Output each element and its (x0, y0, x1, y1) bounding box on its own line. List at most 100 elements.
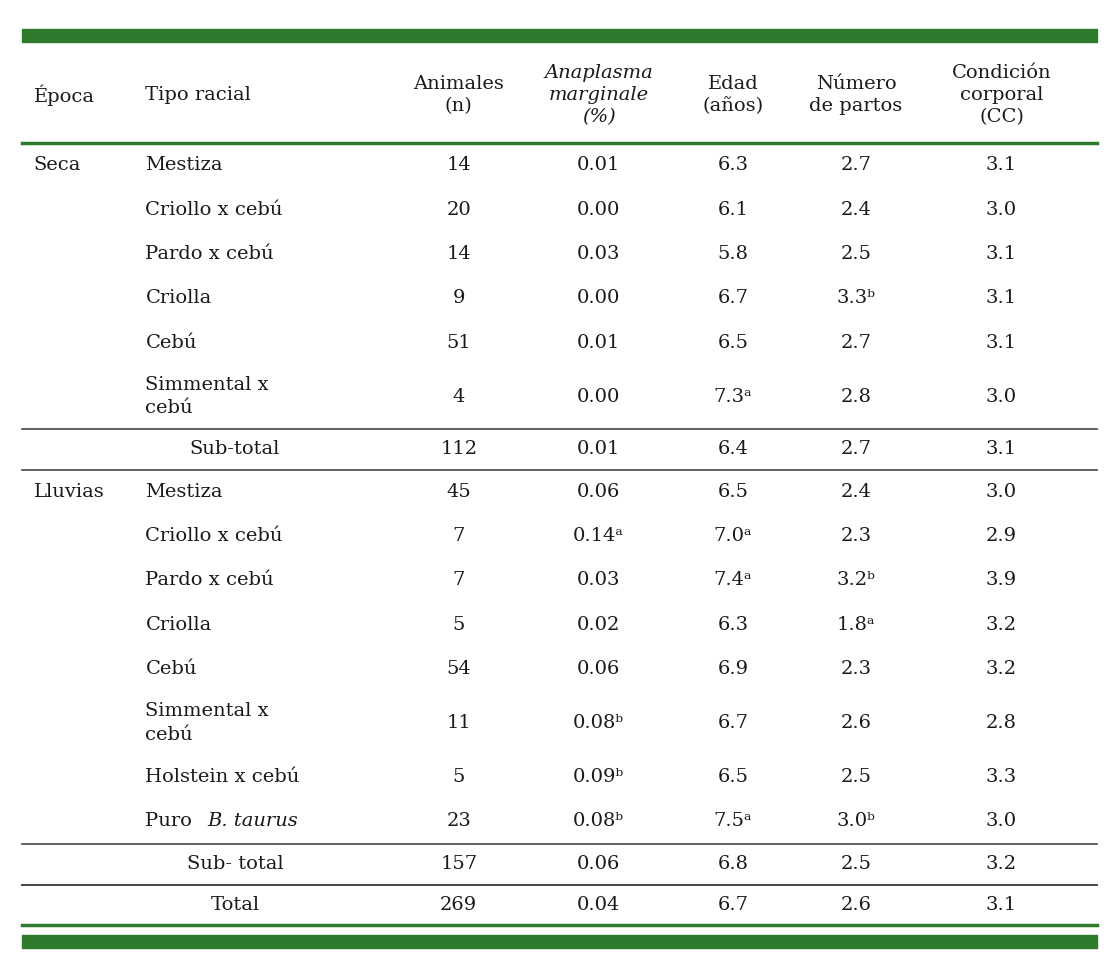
Text: 0.14ᵃ: 0.14ᵃ (573, 527, 624, 545)
Text: 3.9: 3.9 (986, 571, 1017, 589)
Text: 0.06: 0.06 (577, 855, 620, 873)
Text: 3.2: 3.2 (986, 659, 1017, 678)
Text: Sub-total: Sub-total (190, 440, 280, 458)
Text: Criollo x cebú: Criollo x cebú (145, 527, 283, 545)
Text: 2.8: 2.8 (986, 714, 1017, 732)
Text: Número: Número (816, 74, 896, 93)
Text: 11: 11 (446, 714, 471, 732)
Text: 0.09ᵇ: 0.09ᵇ (573, 768, 624, 786)
Text: (CC): (CC) (979, 108, 1024, 126)
Text: Sub- total: Sub- total (187, 855, 283, 873)
Text: 5.8: 5.8 (717, 245, 749, 263)
Text: 0.06: 0.06 (577, 659, 620, 678)
Text: 7.3ᵃ: 7.3ᵃ (714, 388, 752, 405)
Text: corporal: corporal (960, 86, 1043, 103)
Text: 7.5ᵃ: 7.5ᵃ (714, 812, 752, 831)
Text: 0.00: 0.00 (577, 200, 620, 219)
Text: 3.1: 3.1 (986, 245, 1017, 263)
Text: 0.01: 0.01 (577, 334, 620, 352)
Text: 0.01: 0.01 (577, 157, 620, 174)
Text: 2.7: 2.7 (840, 440, 872, 458)
Text: 7: 7 (452, 571, 466, 589)
Text: 0.00: 0.00 (577, 289, 620, 308)
Text: 112: 112 (440, 440, 478, 458)
Text: 6.7: 6.7 (717, 714, 749, 732)
Text: 3.0: 3.0 (986, 200, 1017, 219)
Text: Pardo x cebú: Pardo x cebú (145, 571, 274, 589)
Text: 14: 14 (446, 245, 471, 263)
Text: 2.7: 2.7 (840, 334, 872, 352)
Text: 3.2: 3.2 (986, 855, 1017, 873)
Text: 20: 20 (446, 200, 471, 219)
Text: 3.1: 3.1 (986, 440, 1017, 458)
Text: 9: 9 (452, 289, 466, 308)
Text: Mestiza: Mestiza (145, 483, 223, 501)
Text: 6.1: 6.1 (717, 200, 749, 219)
Text: Edad: Edad (707, 74, 759, 93)
Text: cebú: cebú (145, 725, 194, 744)
Text: (n): (n) (445, 97, 472, 115)
Text: 3.2ᵇ: 3.2ᵇ (837, 571, 875, 589)
Text: 14: 14 (446, 157, 471, 174)
Text: 51: 51 (446, 334, 471, 352)
Text: 5: 5 (452, 768, 466, 786)
Text: (años): (años) (703, 97, 763, 115)
Text: 3.0: 3.0 (986, 388, 1017, 405)
Text: Simmental x: Simmental x (145, 376, 269, 394)
Text: 2.4: 2.4 (840, 483, 872, 501)
Text: 3.0: 3.0 (986, 812, 1017, 831)
Text: Criollo x cebú: Criollo x cebú (145, 200, 283, 219)
Text: 6.5: 6.5 (717, 483, 749, 501)
Text: 0.03: 0.03 (577, 571, 620, 589)
Text: 6.9: 6.9 (717, 659, 749, 678)
Text: 3.1: 3.1 (986, 289, 1017, 308)
Text: 2.7: 2.7 (840, 157, 872, 174)
Text: Anaplasma: Anaplasma (544, 64, 653, 81)
Text: Criolla: Criolla (145, 616, 211, 633)
Text: 157: 157 (440, 855, 478, 873)
Text: 0.03: 0.03 (577, 245, 620, 263)
Text: 23: 23 (446, 812, 471, 831)
Text: 3.0ᵇ: 3.0ᵇ (837, 812, 875, 831)
Text: 0.06: 0.06 (577, 483, 620, 501)
Text: Lluvias: Lluvias (34, 483, 104, 501)
Text: 3.0: 3.0 (986, 483, 1017, 501)
Text: 2.5: 2.5 (840, 855, 872, 873)
Text: B. taurus: B. taurus (207, 812, 298, 831)
Text: cebú: cebú (145, 399, 194, 417)
Text: Pardo x cebú: Pardo x cebú (145, 245, 274, 263)
Text: 45: 45 (446, 483, 471, 501)
Text: Criolla: Criolla (145, 289, 211, 308)
Text: (%): (%) (582, 108, 615, 126)
Text: 3.3: 3.3 (986, 768, 1017, 786)
Text: 3.1: 3.1 (986, 157, 1017, 174)
Text: Seca: Seca (34, 157, 81, 174)
Bar (22, 29, 1097, 42)
Text: Cebú: Cebú (145, 334, 197, 352)
Text: 4: 4 (452, 388, 466, 405)
Text: Cebú: Cebú (145, 659, 197, 678)
Text: 7: 7 (452, 527, 466, 545)
Text: 3.1: 3.1 (986, 896, 1017, 914)
Text: 6.3: 6.3 (717, 157, 749, 174)
Text: Mestiza: Mestiza (145, 157, 223, 174)
Text: 6.4: 6.4 (717, 440, 749, 458)
Text: 6.5: 6.5 (717, 334, 749, 352)
Text: 1.8ᵃ: 1.8ᵃ (837, 616, 875, 633)
Text: Animales: Animales (413, 74, 505, 93)
Text: 6.8: 6.8 (717, 855, 749, 873)
Text: 0.00: 0.00 (577, 388, 620, 405)
Text: 7.0ᵃ: 7.0ᵃ (714, 527, 752, 545)
Text: 2.4: 2.4 (840, 200, 872, 219)
Text: 54: 54 (446, 659, 471, 678)
Text: Puro: Puro (145, 812, 198, 831)
Bar (22, 935, 1097, 948)
Text: 3.2: 3.2 (986, 616, 1017, 633)
Text: Tipo racial: Tipo racial (145, 86, 252, 103)
Text: 3.3ᵇ: 3.3ᵇ (837, 289, 875, 308)
Text: 2.9: 2.9 (986, 527, 1017, 545)
Text: Holstein x cebú: Holstein x cebú (145, 768, 300, 786)
Text: Simmental x: Simmental x (145, 702, 269, 720)
Text: 2.3: 2.3 (840, 527, 872, 545)
Text: 6.3: 6.3 (717, 616, 749, 633)
